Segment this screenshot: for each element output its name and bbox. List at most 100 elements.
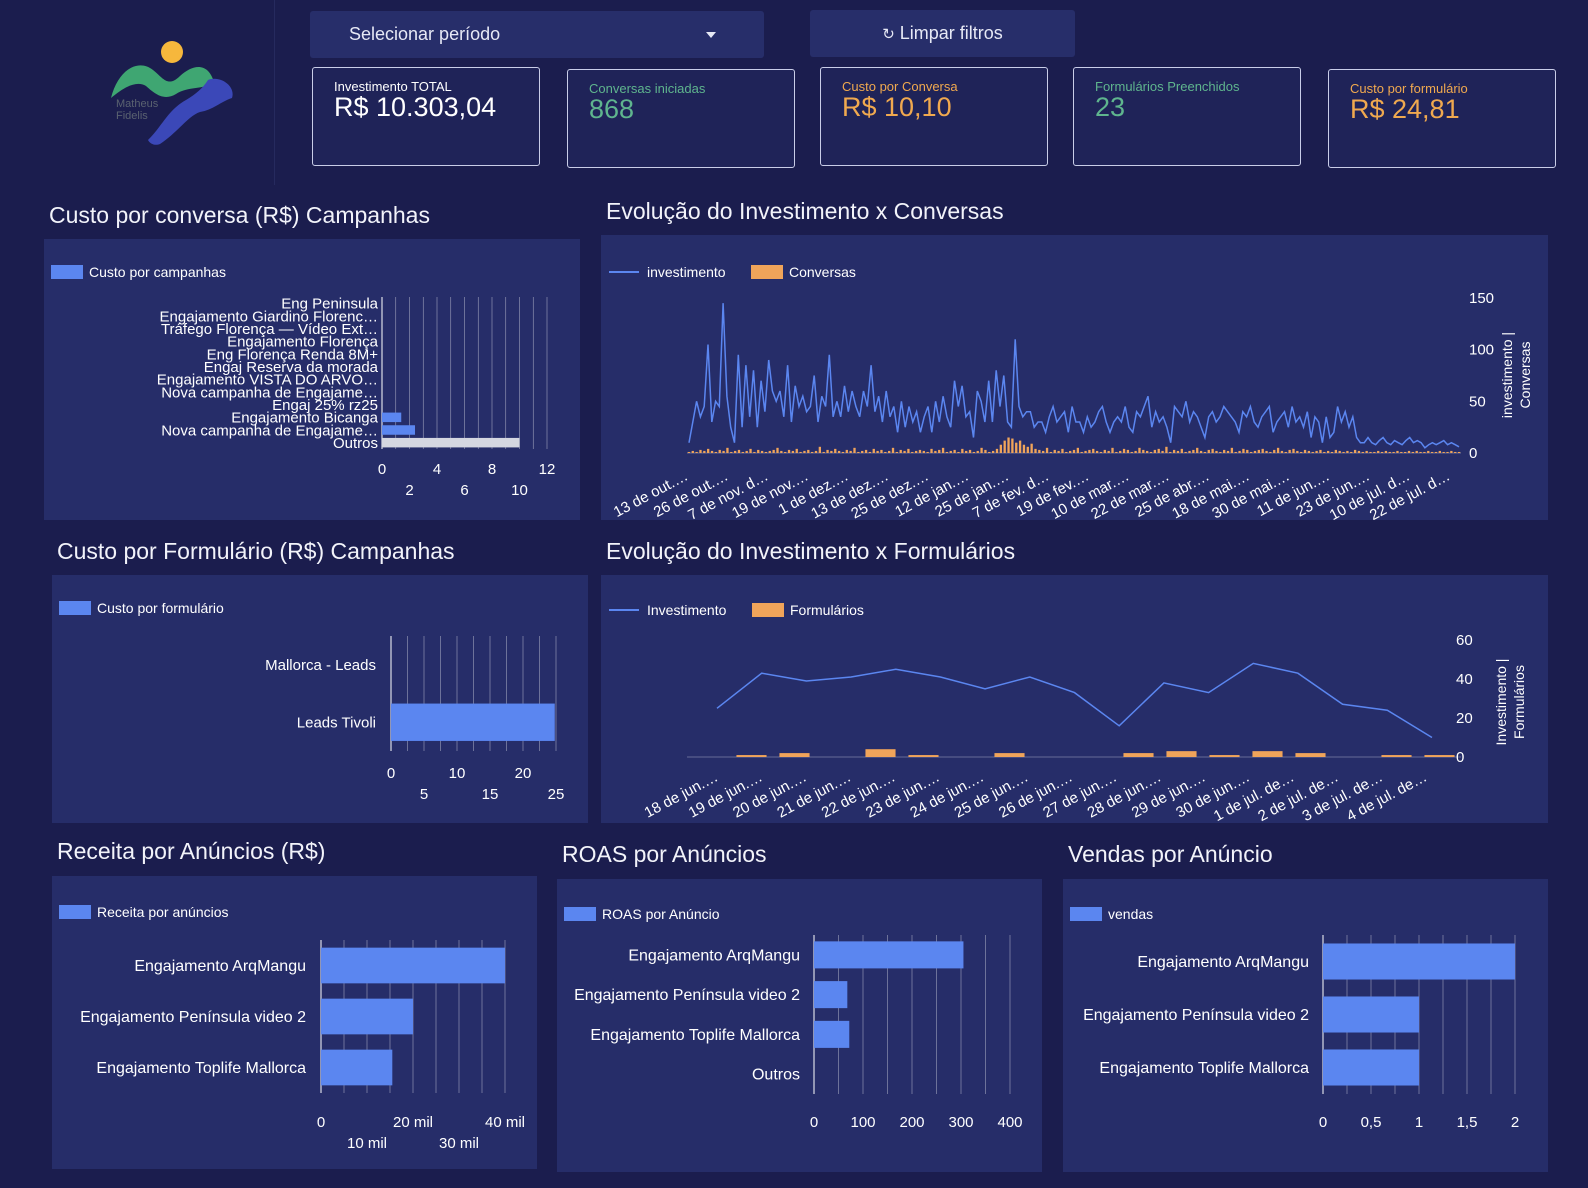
legend-label: ROAS por Anúncio (602, 906, 720, 922)
bar (980, 447, 983, 453)
bar (791, 450, 795, 453)
legend-label: Formulários (790, 602, 864, 618)
panel-evo-formularios: Investimento Formulários 0 20 40 60 Investimen… (601, 575, 1548, 825)
bar (1199, 450, 1203, 453)
x-tick-label: 0 (810, 1114, 818, 1131)
bar (753, 451, 756, 453)
bar (1088, 449, 1091, 453)
x-tick-label: 2 (405, 482, 413, 499)
bar (710, 450, 714, 453)
x-tick-label: 25 (548, 786, 565, 803)
category-label: Engajamento Toplife Mallorca (96, 1060, 306, 1077)
bar (911, 451, 914, 453)
bar (918, 449, 922, 453)
bar (810, 451, 814, 453)
bar (714, 451, 718, 453)
clear-filters-button[interactable]: ↻ Limpar filtros (810, 10, 1075, 57)
bar (814, 941, 964, 969)
chart-custo-formulario: Custo por formulário Mallorca - Leads Lead… (59, 600, 565, 803)
bar (1380, 451, 1384, 453)
bar (760, 450, 764, 453)
kpi-investimento: Investimento TOTAL R$ 10.303,04 (312, 67, 540, 166)
bar (1072, 449, 1076, 453)
category-label: Mallorca - Leads (265, 657, 376, 674)
bar (1084, 450, 1087, 453)
bar (976, 450, 979, 453)
x-tick-label: 0 (387, 765, 395, 782)
kpi-label: Formulários Preenchidos (1095, 79, 1240, 94)
bar (733, 450, 737, 453)
bar (1166, 751, 1197, 757)
chart-evo-formularios: Investimento Formulários 0 20 40 60 Investimen… (609, 602, 1527, 825)
bar (1377, 450, 1380, 453)
bar (1338, 450, 1341, 453)
bar (814, 450, 818, 453)
bar (1057, 450, 1060, 453)
bar (861, 450, 864, 453)
bar (888, 450, 891, 453)
bar (1053, 449, 1056, 453)
bar (1111, 447, 1114, 453)
category-label: Engajamento Toplife Mallorca (590, 1027, 800, 1044)
category-label: Eng Peninsula (281, 296, 378, 313)
period-select[interactable]: Selecionar período (310, 11, 764, 58)
bar (1230, 447, 1234, 453)
bar (1450, 450, 1453, 453)
bar (1119, 450, 1122, 453)
category-label: Tráfego Florença — Vídeo Ext… (161, 321, 378, 338)
x-tick-label: 40 mil (485, 1114, 525, 1131)
bar (1261, 448, 1264, 453)
bar (814, 1020, 850, 1048)
legend-swatch (59, 905, 91, 919)
section-title: Custo por Formulário (R$) Campanhas (57, 538, 455, 564)
bar (382, 425, 415, 435)
bar (1369, 451, 1372, 453)
logo-name-line2: Fidelis (116, 110, 148, 122)
bar (984, 449, 987, 453)
category-label: Engajamento Península video 2 (80, 1009, 306, 1026)
bar (965, 450, 968, 453)
kpi-value: R$ 10,10 (842, 92, 952, 122)
bar (1296, 450, 1299, 453)
bar (1196, 447, 1199, 453)
bar (745, 450, 748, 453)
bar (1022, 444, 1026, 453)
category-label: Eng Florença Renda 8M+ (207, 346, 379, 363)
x-tick-label: 15 (482, 786, 499, 803)
bar (1288, 449, 1291, 453)
bar (853, 447, 856, 453)
bar (1061, 448, 1064, 453)
kpi-label: Custo por Conversa (842, 79, 958, 94)
bar (1223, 449, 1226, 453)
bar (737, 449, 741, 453)
x-tick-label: 200 (899, 1114, 924, 1131)
bar (903, 450, 906, 453)
bar (1049, 451, 1053, 453)
bar (1099, 451, 1103, 453)
bar (1350, 451, 1353, 453)
bar (926, 451, 929, 453)
bar (938, 449, 941, 453)
category-label: Engajamento Giardino Florenc… (160, 308, 378, 325)
bar (1319, 449, 1322, 453)
y-tick-label: 0 (1469, 445, 1477, 462)
bar (1126, 449, 1130, 453)
category-label: Leads Tivoli (297, 715, 376, 732)
y-axis-label: Formulários (1511, 665, 1527, 739)
legend-swatch (1070, 907, 1102, 921)
bar (1146, 450, 1149, 453)
bar (1165, 446, 1168, 453)
bar (1430, 451, 1434, 453)
bar (1330, 451, 1334, 453)
bar (321, 1049, 393, 1086)
chart-evo-conversas: investimento Conversas 0 50 100 150 investimen… (609, 264, 1533, 524)
bar (1334, 449, 1338, 453)
bar (1357, 450, 1361, 453)
bar (1404, 451, 1407, 453)
series-line (688, 303, 1460, 449)
bar (1424, 755, 1455, 757)
bar (1107, 450, 1110, 453)
bar (691, 450, 694, 453)
bar (822, 451, 825, 453)
